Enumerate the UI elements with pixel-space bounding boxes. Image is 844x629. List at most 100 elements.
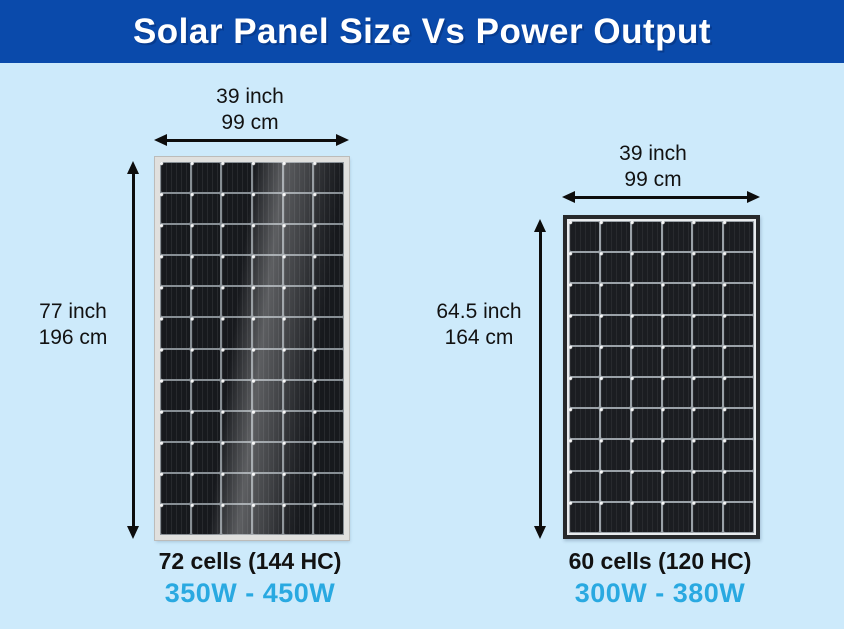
solar-cell — [570, 315, 599, 345]
solar-cell — [693, 346, 723, 376]
solar-cell — [693, 253, 723, 283]
solar-cell-grid — [160, 162, 344, 535]
solar-cell — [662, 315, 692, 345]
solar-cell — [314, 287, 343, 317]
solar-cell — [662, 378, 692, 408]
solar-cell — [662, 346, 692, 376]
arrow-line — [538, 232, 542, 526]
power-range-right: 300W - 380W — [574, 578, 746, 608]
solar-cell — [600, 253, 630, 283]
solar-cell — [600, 222, 630, 252]
width-label-left-inch: 39 inch — [216, 85, 284, 108]
solar-cell — [570, 284, 599, 314]
solar-cell — [191, 256, 221, 286]
power-range-left: 350W - 450W — [164, 578, 336, 608]
solar-cell — [724, 315, 753, 345]
arrow-line — [575, 195, 747, 199]
solar-cell — [161, 349, 190, 379]
arrow-head-down-icon — [534, 526, 546, 539]
solar-cell — [693, 378, 723, 408]
solar-cell — [724, 284, 753, 314]
solar-cell — [161, 411, 190, 441]
solar-cell — [724, 471, 753, 501]
solar-cell — [724, 409, 753, 439]
solar-cell — [191, 504, 221, 534]
solar-cell — [693, 440, 723, 470]
solar-cell — [161, 163, 190, 193]
solar-cell — [191, 349, 221, 379]
solar-cell — [662, 409, 692, 439]
width-label-left-cm: 99 cm — [221, 111, 279, 134]
arrow-head-up-icon — [534, 219, 546, 232]
solar-cell — [570, 409, 599, 439]
solar-cell — [252, 163, 282, 193]
page-title: Solar Panel Size Vs Power Output — [132, 11, 712, 51]
width-arrow-left — [154, 133, 349, 147]
solar-cell — [222, 473, 251, 503]
width-label-left: 39 inch 99 cm — [150, 84, 350, 136]
solar-cell-grid — [569, 221, 754, 533]
solar-cell — [161, 442, 190, 472]
height-label-right: 64.5 inch 164 cm — [416, 299, 542, 351]
solar-cell — [724, 253, 753, 283]
solar-cell — [693, 471, 723, 501]
solar-cell — [631, 409, 661, 439]
solar-cell — [161, 380, 190, 410]
solar-cell — [222, 225, 251, 255]
solar-cell — [570, 253, 599, 283]
arrow-head-right-icon — [747, 191, 760, 203]
solar-cell — [314, 380, 343, 410]
solar-cell — [252, 287, 282, 317]
height-arrow-left — [126, 161, 140, 539]
solar-cell — [314, 349, 343, 379]
solar-cell — [222, 256, 251, 286]
solar-cell — [222, 163, 251, 193]
arrow-head-left-icon — [562, 191, 575, 203]
solar-cell — [283, 225, 313, 255]
solar-cell — [600, 440, 630, 470]
solar-cell — [283, 318, 313, 348]
solar-cell — [161, 504, 190, 534]
height-label-right-cm: 164 cm — [444, 326, 514, 349]
height-arrow-right — [533, 219, 547, 539]
title-bar: Solar Panel Size Vs Power Output — [0, 0, 844, 63]
solar-cell — [222, 380, 251, 410]
width-label-right-inch: 39 inch — [619, 142, 687, 165]
solar-cell — [283, 442, 313, 472]
solar-panel-60-cell — [563, 215, 760, 539]
solar-cell — [570, 346, 599, 376]
solar-cell — [191, 411, 221, 441]
width-label-right: 39 inch 99 cm — [553, 141, 753, 193]
cells-count-right: 60 cells (120 HC) — [568, 548, 752, 574]
width-label-right-cm: 99 cm — [624, 168, 682, 191]
arrow-line — [167, 138, 336, 142]
solar-cell — [693, 222, 723, 252]
solar-cell — [570, 440, 599, 470]
height-label-right-inch: 64.5 inch — [436, 300, 522, 323]
solar-cell — [662, 471, 692, 501]
solar-cell — [570, 378, 599, 408]
solar-cell — [252, 442, 282, 472]
solar-cell — [222, 194, 251, 224]
solar-cell — [600, 346, 630, 376]
height-label-left-inch: 77 inch — [39, 300, 107, 323]
height-label-left-cm: 196 cm — [38, 326, 108, 349]
arrow-head-down-icon — [127, 526, 139, 539]
solar-cell — [191, 380, 221, 410]
solar-cell — [570, 502, 599, 532]
cells-count-left: 72 cells (144 HC) — [158, 548, 342, 574]
solar-cell — [222, 349, 251, 379]
solar-cell — [662, 222, 692, 252]
solar-cell — [252, 349, 282, 379]
solar-cell — [191, 225, 221, 255]
solar-cell — [314, 473, 343, 503]
solar-cell — [191, 194, 221, 224]
solar-cell — [222, 442, 251, 472]
solar-cell — [600, 471, 630, 501]
solar-cell — [570, 471, 599, 501]
solar-cell — [283, 194, 313, 224]
arrow-line — [131, 174, 135, 526]
solar-cell — [631, 253, 661, 283]
solar-cell — [314, 504, 343, 534]
